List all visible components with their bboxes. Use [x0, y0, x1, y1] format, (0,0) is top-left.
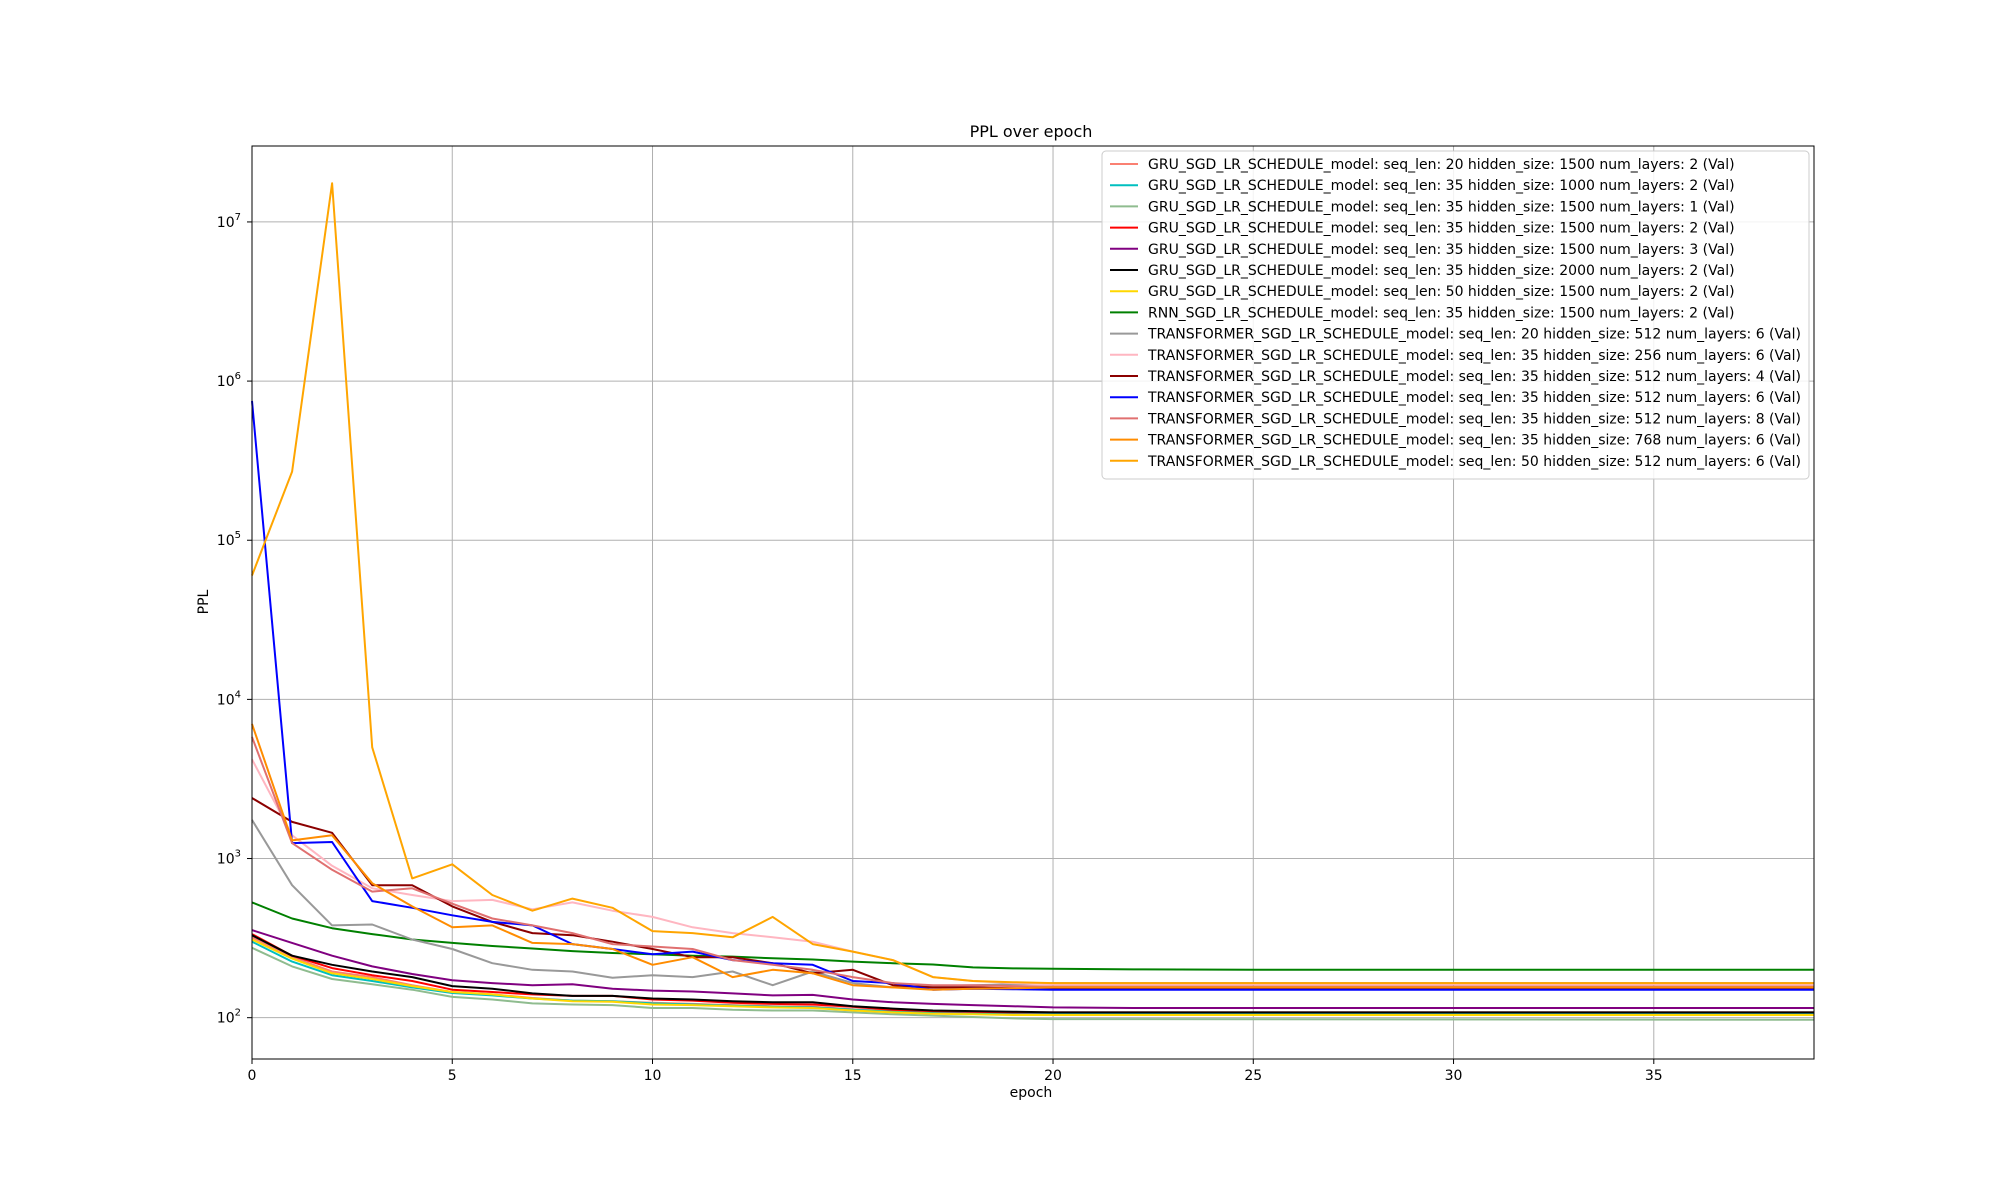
legend-label: RNN_SGD_LR_SCHEDULE_model: seq_len: 35 h… [1148, 305, 1734, 321]
y-tick-label: 103 [217, 849, 241, 868]
y-tick-label: 107 [217, 212, 241, 231]
x-tick-label: 0 [248, 1068, 257, 1084]
y-tick-base: 10 [217, 1011, 235, 1027]
legend-label: GRU_SGD_LR_SCHEDULE_model: seq_len: 35 h… [1148, 178, 1735, 194]
legend-label: GRU_SGD_LR_SCHEDULE_model: seq_len: 35 h… [1148, 242, 1735, 258]
series-line-9 [251, 758, 1814, 986]
legend-label: GRU_SGD_LR_SCHEDULE_model: seq_len: 35 h… [1148, 221, 1735, 237]
y-tick-base: 10 [217, 215, 235, 231]
legend-label: TRANSFORMER_SGD_LR_SCHEDULE_model: seq_l… [1147, 348, 1801, 364]
series-line-11 [251, 400, 1814, 991]
y-tick-base: 10 [217, 374, 235, 390]
y-tick-label: 102 [217, 1008, 241, 1027]
x-tick-label: 25 [1244, 1068, 1262, 1084]
series-line-12 [251, 736, 1814, 988]
y-tick-label: 104 [217, 689, 241, 708]
series-line-14 [251, 182, 1814, 985]
series-line-2 [251, 946, 1815, 1021]
y-axis-title: PPL [196, 589, 212, 614]
series-line-1 [251, 940, 1814, 1016]
series-line-4 [251, 929, 1814, 1009]
x-tick-label: 10 [644, 1068, 662, 1084]
legend-label: TRANSFORMER_SGD_LR_SCHEDULE_model: seq_l… [1147, 327, 1801, 343]
series-line-0 [251, 936, 1814, 1015]
y-tick-exponent: 2 [235, 1008, 241, 1019]
y-tick-base: 10 [217, 692, 235, 708]
y-tick-label: 106 [217, 371, 241, 390]
y-tick-base: 10 [217, 533, 235, 549]
legend-label: GRU_SGD_LR_SCHEDULE_model: seq_len: 35 h… [1148, 263, 1735, 279]
series-line-7 [251, 901, 1814, 971]
legend-box [1101, 150, 1810, 480]
y-tick-exponent: 3 [235, 849, 241, 860]
y-tick-exponent: 4 [235, 689, 241, 700]
legend-label: TRANSFORMER_SGD_LR_SCHEDULE_model: seq_l… [1147, 433, 1801, 449]
series-line-6 [251, 938, 1814, 1016]
x-axis-title: epoch [1010, 1085, 1053, 1101]
series-line-13 [251, 723, 1814, 991]
plot-frame [251, 145, 1815, 1060]
legend-label: TRANSFORMER_SGD_LR_SCHEDULE_model: seq_l… [1147, 369, 1801, 385]
x-axis: 0 5 10 15 20 25 30 35 [248, 1059, 1663, 1084]
y-tick-exponent: 5 [235, 530, 241, 541]
x-tick-label: 15 [844, 1068, 862, 1084]
x-tick-label: 30 [1445, 1068, 1463, 1084]
chart-title: PPL over epoch [970, 122, 1093, 141]
legend-label: GRU_SGD_LR_SCHEDULE_model: seq_len: 35 h… [1148, 199, 1735, 215]
x-tick-label: 20 [1044, 1068, 1062, 1084]
series-line-8 [251, 819, 1814, 989]
legend-label: GRU_SGD_LR_SCHEDULE_model: seq_len: 20 h… [1148, 157, 1735, 173]
legend: GRU_SGD_LR_SCHEDULE_model: seq_len: 20 h… [1101, 150, 1810, 480]
legend-label: TRANSFORMER_SGD_LR_SCHEDULE_model: seq_l… [1147, 390, 1801, 406]
legend-label: TRANSFORMER_SGD_LR_SCHEDULE_model: seq_l… [1147, 411, 1801, 427]
y-tick-label: 105 [217, 530, 241, 549]
series-line-5 [251, 934, 1814, 1014]
y-tick-exponent: 6 [235, 371, 241, 382]
x-tick-label: 5 [448, 1068, 457, 1084]
legend-label: GRU_SGD_LR_SCHEDULE_model: seq_len: 50 h… [1148, 284, 1735, 300]
series-group [251, 182, 1815, 1021]
x-tick-label: 35 [1645, 1068, 1663, 1084]
legend-label: TRANSFORMER_SGD_LR_SCHEDULE_model: seq_l… [1147, 454, 1801, 470]
y-tick-base: 10 [217, 852, 235, 868]
y-tick-exponent: 7 [235, 212, 241, 223]
